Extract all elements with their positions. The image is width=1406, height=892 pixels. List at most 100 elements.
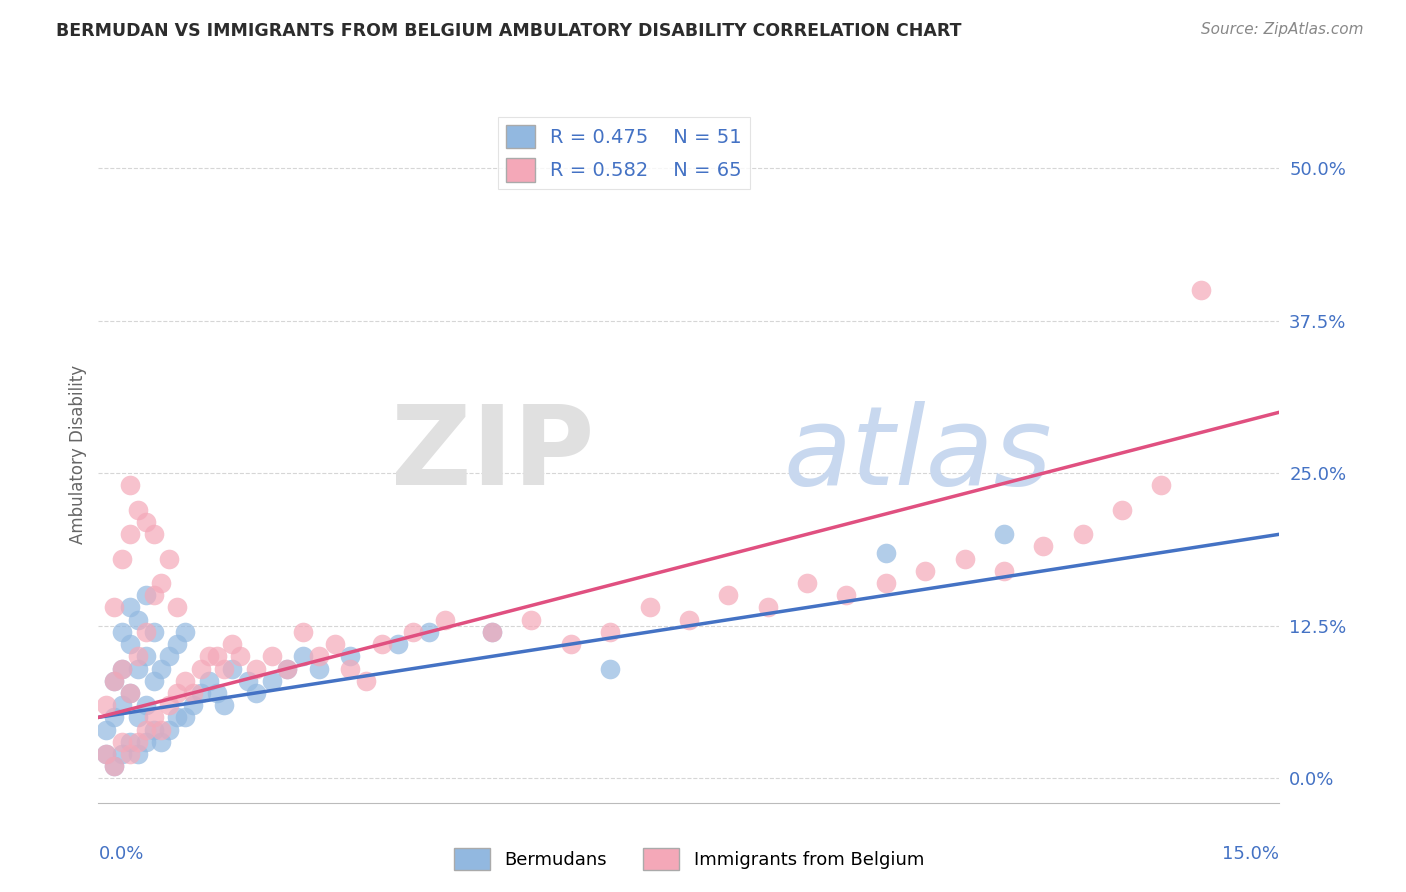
Point xyxy=(276,661,298,675)
Point xyxy=(150,661,173,675)
Point xyxy=(756,600,779,615)
Point xyxy=(142,624,165,639)
Point xyxy=(166,637,188,651)
Point xyxy=(245,661,267,675)
Point xyxy=(118,747,141,761)
Point xyxy=(103,710,125,724)
Point xyxy=(560,637,582,651)
Point xyxy=(835,588,858,602)
Point xyxy=(157,649,180,664)
Point xyxy=(127,747,149,761)
Point xyxy=(111,735,134,749)
Point xyxy=(638,600,661,615)
Text: Source: ZipAtlas.com: Source: ZipAtlas.com xyxy=(1201,22,1364,37)
Point xyxy=(993,527,1015,541)
Point xyxy=(190,661,212,675)
Point xyxy=(181,686,204,700)
Text: 15.0%: 15.0% xyxy=(1222,845,1279,863)
Point xyxy=(111,661,134,675)
Text: atlas: atlas xyxy=(783,401,1052,508)
Point xyxy=(245,686,267,700)
Point xyxy=(520,613,543,627)
Point xyxy=(150,576,173,591)
Point xyxy=(875,576,897,591)
Point xyxy=(292,624,315,639)
Point xyxy=(118,637,141,651)
Point xyxy=(96,747,118,761)
Point xyxy=(166,600,188,615)
Point xyxy=(166,710,188,724)
Point xyxy=(127,649,149,664)
Point xyxy=(481,624,503,639)
Point xyxy=(1189,283,1212,297)
Point xyxy=(953,551,976,566)
Point xyxy=(127,735,149,749)
Point xyxy=(103,673,125,688)
Point xyxy=(118,735,141,749)
Point xyxy=(96,723,118,737)
Point xyxy=(387,637,409,651)
Point xyxy=(142,588,165,602)
Point xyxy=(127,710,149,724)
Point xyxy=(796,576,818,591)
Point xyxy=(433,613,456,627)
Point xyxy=(96,747,118,761)
Point xyxy=(142,723,165,737)
Point xyxy=(875,545,897,559)
Point xyxy=(214,661,236,675)
Point xyxy=(221,661,243,675)
Point xyxy=(678,613,700,627)
Point xyxy=(481,624,503,639)
Point xyxy=(157,551,180,566)
Point xyxy=(276,661,298,675)
Point xyxy=(118,686,141,700)
Point xyxy=(135,624,157,639)
Point xyxy=(260,673,283,688)
Point xyxy=(157,698,180,713)
Point xyxy=(103,673,125,688)
Point xyxy=(993,564,1015,578)
Point xyxy=(402,624,425,639)
Point xyxy=(205,649,228,664)
Point xyxy=(914,564,936,578)
Text: ZIP: ZIP xyxy=(391,401,595,508)
Point xyxy=(308,649,330,664)
Point xyxy=(205,686,228,700)
Point xyxy=(181,698,204,713)
Point xyxy=(142,710,165,724)
Point xyxy=(118,600,141,615)
Point xyxy=(150,735,173,749)
Point xyxy=(371,637,394,651)
Point xyxy=(418,624,440,639)
Point xyxy=(150,723,173,737)
Point xyxy=(236,673,259,688)
Point xyxy=(354,673,377,688)
Point xyxy=(1111,503,1133,517)
Point xyxy=(135,698,157,713)
Point xyxy=(1150,478,1173,492)
Point xyxy=(717,588,740,602)
Text: BERMUDAN VS IMMIGRANTS FROM BELGIUM AMBULATORY DISABILITY CORRELATION CHART: BERMUDAN VS IMMIGRANTS FROM BELGIUM AMBU… xyxy=(56,22,962,40)
Point xyxy=(229,649,252,664)
Point xyxy=(103,759,125,773)
Point xyxy=(292,649,315,664)
Point xyxy=(323,637,346,651)
Point xyxy=(118,686,141,700)
Point xyxy=(214,698,236,713)
Y-axis label: Ambulatory Disability: Ambulatory Disability xyxy=(69,366,87,544)
Point xyxy=(111,747,134,761)
Point xyxy=(135,649,157,664)
Point xyxy=(135,735,157,749)
Point xyxy=(118,527,141,541)
Point xyxy=(197,649,219,664)
Point xyxy=(599,624,621,639)
Point xyxy=(103,759,125,773)
Point xyxy=(111,551,134,566)
Point xyxy=(96,698,118,713)
Point xyxy=(127,613,149,627)
Point xyxy=(197,673,219,688)
Point xyxy=(174,673,197,688)
Point xyxy=(221,637,243,651)
Point xyxy=(599,661,621,675)
Point xyxy=(166,686,188,700)
